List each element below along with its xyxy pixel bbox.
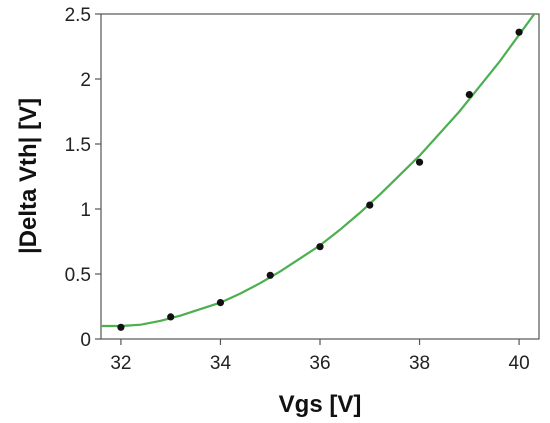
y-tick-label: 1.5 bbox=[65, 135, 91, 156]
data-point bbox=[366, 201, 374, 209]
y-axis-title: |Delta Vth| [V] bbox=[15, 98, 42, 254]
data-points bbox=[117, 28, 523, 331]
y-tick-label: 2.5 bbox=[65, 5, 91, 26]
y-tick-label: 0 bbox=[80, 330, 91, 351]
data-point bbox=[515, 28, 523, 36]
x-axis: 32 34 36 38 40 bbox=[110, 339, 530, 374]
data-point bbox=[316, 243, 324, 251]
data-point bbox=[216, 299, 225, 307]
plot-area bbox=[100, 13, 540, 340]
x-tick-label: 40 bbox=[509, 353, 530, 374]
data-point bbox=[465, 91, 473, 99]
y-axis: 0 0.5 1 1.5 2 2.5 bbox=[65, 5, 101, 351]
y-tick-label: 0.5 bbox=[65, 265, 91, 286]
data-point bbox=[167, 313, 175, 321]
y-tick-label: 2 bbox=[80, 70, 91, 91]
data-point bbox=[415, 158, 424, 166]
data-point bbox=[117, 323, 125, 331]
x-tick-label: 36 bbox=[309, 353, 330, 374]
data-point bbox=[266, 271, 274, 279]
x-tick-label: 34 bbox=[210, 353, 232, 374]
x-axis-title: Vgs [V] bbox=[279, 391, 362, 418]
x-tick-label: 32 bbox=[110, 353, 131, 374]
x-tick-label: 38 bbox=[409, 353, 430, 374]
y-tick-label: 1 bbox=[80, 200, 91, 221]
